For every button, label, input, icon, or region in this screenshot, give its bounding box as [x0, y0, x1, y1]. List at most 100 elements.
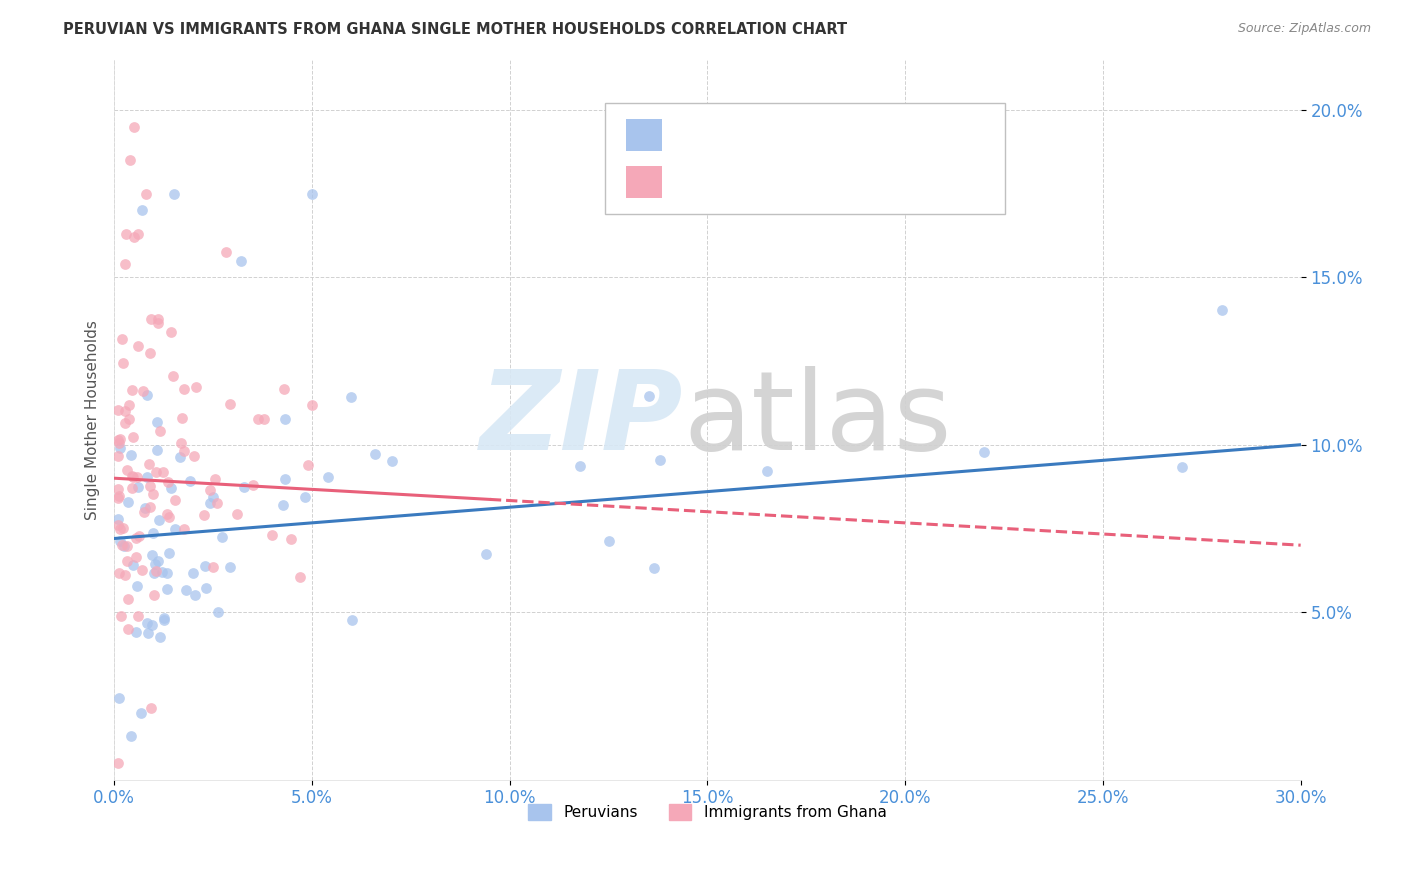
Point	[128, 529, 150, 543]
Point	[219, 560, 242, 574]
Point	[184, 588, 207, 602]
Point	[136, 615, 159, 630]
Point	[107, 756, 129, 770]
Text: Source: ZipAtlas.com: Source: ZipAtlas.com	[1237, 22, 1371, 36]
Point	[211, 530, 233, 544]
Point	[1171, 460, 1194, 475]
Point	[127, 338, 149, 352]
Point	[193, 508, 215, 523]
Point	[114, 404, 136, 418]
Point	[637, 389, 659, 403]
Point	[115, 463, 138, 477]
Point	[107, 512, 129, 526]
Point	[271, 498, 294, 512]
Point	[115, 539, 138, 553]
Point	[194, 581, 217, 595]
Point	[173, 522, 195, 536]
Point	[127, 480, 149, 494]
Point	[131, 203, 153, 218]
Point	[340, 390, 363, 404]
Point	[108, 690, 131, 705]
Point	[139, 479, 162, 493]
Text: PERUVIAN VS IMMIGRANTS FROM GHANA SINGLE MOTHER HOUSEHOLDS CORRELATION CHART: PERUVIAN VS IMMIGRANTS FROM GHANA SINGLE…	[63, 22, 848, 37]
Point	[301, 398, 323, 412]
Point	[114, 416, 136, 430]
Text: R = -0.049: R = -0.049	[671, 175, 752, 189]
Point	[207, 605, 229, 619]
Point	[127, 469, 149, 483]
Point	[141, 312, 163, 326]
Point	[121, 384, 143, 398]
Point	[973, 445, 995, 459]
Point	[274, 472, 297, 486]
Text: ZIP: ZIP	[481, 366, 683, 473]
Point	[107, 450, 129, 464]
Point	[118, 412, 141, 426]
Point	[115, 554, 138, 568]
Point	[162, 369, 184, 384]
Point	[568, 458, 591, 473]
Point	[127, 227, 149, 241]
Point	[194, 558, 217, 573]
Point	[142, 566, 165, 581]
Point	[112, 539, 135, 553]
Point	[108, 441, 131, 455]
Point	[179, 474, 201, 488]
Point	[475, 547, 498, 561]
Point	[122, 120, 145, 134]
Point	[125, 625, 148, 640]
Point	[152, 611, 174, 625]
Point	[135, 470, 157, 484]
Point	[273, 382, 295, 396]
Point	[215, 245, 238, 260]
Point	[163, 522, 186, 536]
Point	[134, 506, 156, 520]
Point	[280, 532, 302, 546]
Point	[201, 490, 224, 504]
Point	[107, 403, 129, 417]
Point	[152, 613, 174, 627]
Point	[1211, 303, 1233, 318]
Point	[316, 470, 339, 484]
Point	[139, 701, 162, 715]
Point	[132, 384, 155, 399]
Point	[648, 453, 671, 467]
Point	[129, 706, 152, 720]
Point	[156, 582, 179, 596]
Text: R =: R =	[671, 128, 699, 142]
Point	[149, 630, 172, 644]
Point	[148, 513, 170, 527]
Text: N = 72: N = 72	[830, 128, 887, 142]
Point	[157, 475, 180, 490]
Point	[136, 626, 159, 640]
Point	[107, 433, 129, 447]
Point	[114, 568, 136, 582]
Point	[207, 496, 229, 510]
Point	[125, 531, 148, 545]
Point	[117, 592, 139, 607]
Point	[181, 566, 204, 580]
Point	[118, 398, 141, 412]
Point	[145, 465, 167, 479]
Point	[110, 609, 132, 624]
Point	[131, 563, 153, 577]
Point	[122, 470, 145, 484]
Point	[139, 500, 162, 514]
Point	[121, 558, 143, 572]
Point	[294, 491, 316, 505]
Point	[232, 480, 254, 494]
Point	[156, 507, 179, 521]
Point	[143, 558, 166, 572]
Point	[121, 468, 143, 483]
Point	[108, 489, 131, 503]
Point	[340, 613, 363, 627]
Point	[111, 355, 134, 369]
Point	[184, 380, 207, 394]
Point	[148, 311, 170, 326]
Point	[114, 257, 136, 271]
Point	[643, 561, 665, 575]
Point	[363, 447, 385, 461]
Point	[183, 449, 205, 463]
Point	[165, 493, 187, 508]
Point	[120, 448, 142, 462]
